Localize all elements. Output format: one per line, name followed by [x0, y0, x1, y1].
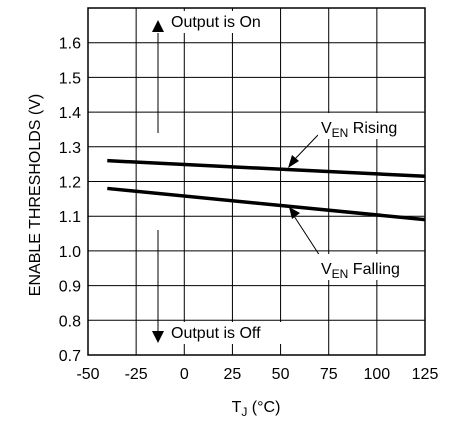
- output-on-annotation: Output is On: [152, 11, 280, 133]
- output-off-annotation: Output is Off: [152, 230, 284, 344]
- x-tick-label: 75: [320, 366, 338, 383]
- output-on-arrow-head: [152, 20, 164, 32]
- falling-label-rest: Falling: [348, 261, 400, 278]
- plot-frame: [87, 7, 426, 356]
- output-on-text: Output is On: [171, 14, 261, 31]
- rising-pointer-line: [293, 134, 319, 161]
- rising-label-rest: Rising: [348, 120, 397, 137]
- y-tick-label: 1.2: [59, 175, 81, 192]
- x-axis-label-sub: J: [241, 405, 247, 419]
- rising-label-group: VEN Rising: [288, 113, 422, 168]
- rising-label-main: V: [321, 120, 332, 137]
- rising-label-bg: [318, 113, 422, 139]
- x-tick-label: -25: [125, 366, 148, 383]
- output-on-text-bg: [168, 11, 280, 33]
- grid-lines: [88, 8, 425, 355]
- x-axis-label-rest: (°C): [247, 399, 280, 416]
- output-off-arrow-head: [152, 331, 164, 343]
- tick-labels: -50 -25 0 25 50 75 100 125 0.7 0.8 0.9 1.0 1.1 1.2 1.3…: [59, 36, 439, 383]
- y-tick-label: 0.8: [59, 313, 81, 330]
- y-tick-label: 1.0: [59, 244, 81, 261]
- falling-label: VEN Falling: [321, 261, 400, 281]
- falling-pointer-head: [289, 207, 300, 219]
- x-tick-label: 125: [412, 366, 439, 383]
- x-tick-label: -50: [76, 366, 99, 383]
- series-line-falling: [107, 186, 426, 222]
- y-tick-label: 0.7: [59, 348, 81, 365]
- y-axis-label: ENABLE THRESHOLDS (V): [27, 94, 44, 296]
- y-tick-label: 1.4: [59, 105, 81, 122]
- series-group: [107, 158, 426, 222]
- falling-label-bg: [318, 254, 422, 280]
- y-tick-label: 1.1: [59, 209, 81, 226]
- falling-label-group: VEN Falling: [289, 207, 422, 281]
- y-tick-label: 1.6: [59, 36, 81, 53]
- series-line-rising: [107, 158, 426, 179]
- x-tick-label: 100: [364, 366, 391, 383]
- output-off-text-bg: [168, 322, 284, 344]
- rising-pointer-head: [288, 155, 299, 168]
- output-off-text: Output is Off: [171, 325, 261, 342]
- x-axis-label: TJ (°C): [232, 399, 281, 419]
- y-tick-label: 1.3: [59, 140, 81, 157]
- x-axis-label-main: T: [232, 399, 242, 416]
- falling-pointer-line: [293, 215, 321, 257]
- rising-label-sub: EN: [332, 126, 349, 140]
- x-tick-label: 50: [272, 366, 290, 383]
- x-tick-label: 0: [180, 366, 189, 383]
- falling-label-sub: EN: [332, 267, 349, 281]
- y-tick-label: 1.5: [59, 70, 81, 87]
- falling-label-main: V: [321, 261, 332, 278]
- rising-label: VEN Rising: [321, 120, 397, 140]
- x-tick-label: 25: [224, 366, 242, 383]
- y-tick-label: 0.9: [59, 279, 81, 296]
